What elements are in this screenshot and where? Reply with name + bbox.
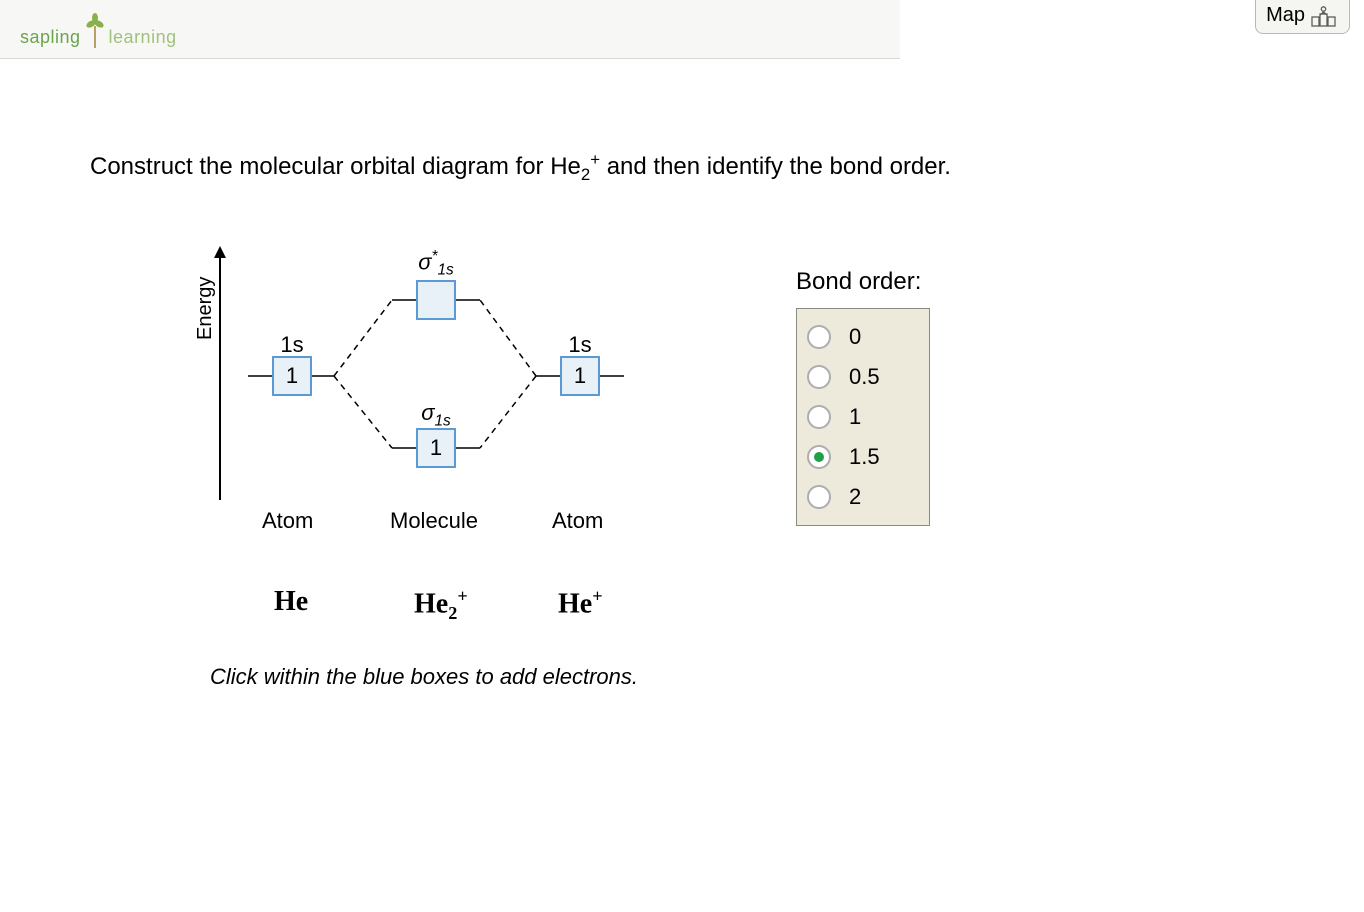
bond-order-option[interactable]: 0.5	[807, 357, 919, 397]
map-button-label: Map	[1266, 4, 1305, 27]
left-1s-label: 1s	[272, 332, 312, 358]
logo-word-learning: learning	[109, 27, 177, 48]
species-left: He	[274, 586, 308, 618]
map-button[interactable]: Map	[1255, 0, 1350, 34]
logo-word-sapling: sapling	[20, 27, 81, 48]
map-icon	[1311, 5, 1339, 27]
right-1s-box[interactable]: 1	[560, 356, 600, 396]
species-center: He2+	[414, 586, 468, 624]
radio-label: 0	[849, 324, 861, 350]
left-1s-box[interactable]: 1	[272, 356, 312, 396]
radio-icon	[807, 365, 831, 389]
sigma-star-label: σ*1s	[414, 248, 458, 280]
brand-logo: sapling learning	[20, 12, 177, 48]
sigma-box[interactable]: 1	[416, 428, 456, 468]
radio-icon	[807, 325, 831, 349]
radio-icon	[807, 485, 831, 509]
col-label-atom-right: Atom	[552, 508, 603, 534]
bond-order-option[interactable]: 2	[807, 477, 919, 517]
right-1s-label: 1s	[560, 332, 600, 358]
instruction-text: Click within the blue boxes to add elect…	[210, 664, 638, 690]
radio-icon	[807, 445, 831, 469]
bond-order-title: Bond order:	[796, 268, 921, 296]
radio-icon	[807, 405, 831, 429]
bond-order-option[interactable]: 0	[807, 317, 919, 357]
col-label-atom-left: Atom	[262, 508, 313, 534]
radio-label: 0.5	[849, 364, 880, 390]
radio-label: 1.5	[849, 444, 880, 470]
sigma-label: σ1s	[414, 400, 458, 430]
bond-order-panel: 0 0.5 1 1.5 2	[796, 308, 930, 526]
header-bar: sapling learning	[0, 0, 900, 59]
energy-axis-label: Energy	[194, 277, 217, 340]
col-label-molecule: Molecule	[390, 508, 478, 534]
bond-order-option[interactable]: 1.5	[807, 437, 919, 477]
radio-label: 2	[849, 484, 861, 510]
mo-diagram: Energy 1s 1 σ*1s σ1s 1 1s 1 Atom Molecul…	[200, 240, 660, 660]
question-text: Construct the molecular orbital diagram …	[90, 150, 951, 185]
species-right: He+	[558, 586, 603, 620]
sigma-star-box[interactable]	[416, 280, 456, 320]
radio-label: 1	[849, 404, 861, 430]
leaf-icon	[85, 12, 105, 48]
bond-order-option[interactable]: 1	[807, 397, 919, 437]
